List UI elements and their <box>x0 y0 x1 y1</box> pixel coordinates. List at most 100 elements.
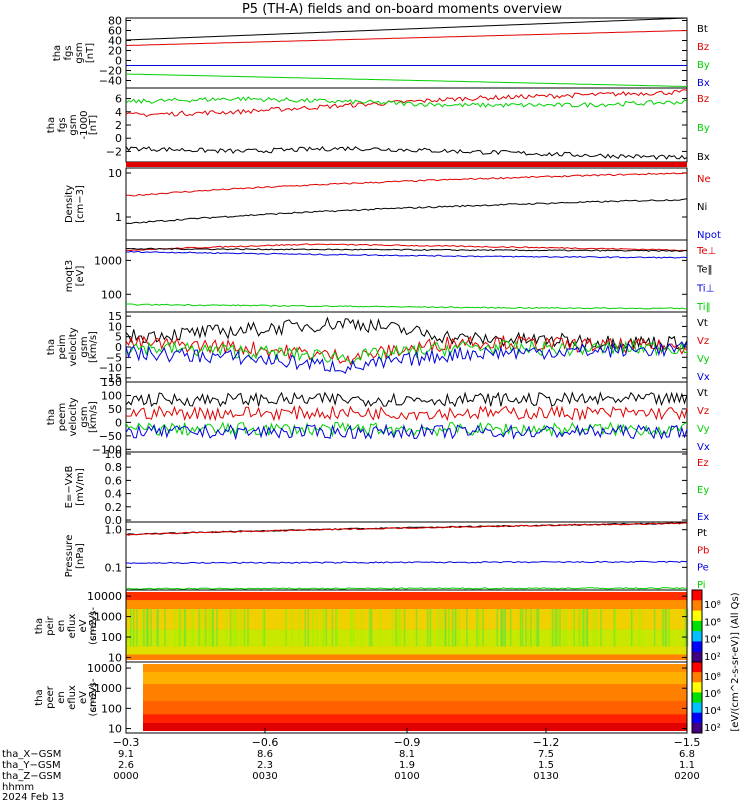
spectrogram-streak <box>212 609 214 647</box>
series-line-Vt <box>125 316 688 350</box>
legend-label: Ni <box>697 202 707 213</box>
hhmm-label: hhmm <box>2 782 34 793</box>
y-tick-label: 0.8 <box>105 461 123 474</box>
panel-axis-label: tha <box>34 618 45 634</box>
panel-axis-label: tha <box>46 117 57 133</box>
x-row-value: 0000 <box>113 771 138 782</box>
panel-axis-label: eV <box>78 691 89 704</box>
colorbar-frame <box>691 661 703 734</box>
panel-axis-label: gsm <box>74 42 85 63</box>
spectrogram-streak <box>198 609 200 647</box>
panel-7: 1.00.80.60.40.20.0 E=−VxB [mV/m] Ez Ey Ex <box>64 448 709 527</box>
colorbar: 10⁸ 10⁶ 10⁴ 10² <box>691 661 721 734</box>
x-tick-label: −0.6 <box>252 736 279 749</box>
legend-label: Pi <box>697 580 706 591</box>
panel-axis-label: [nPa] <box>75 543 86 569</box>
series-line-Vy <box>125 421 688 438</box>
spectrogram-streak <box>638 609 640 647</box>
spectrogram-streak <box>520 609 522 647</box>
panel-frame <box>125 87 688 163</box>
flag-bar <box>126 162 687 167</box>
x-tick-label: −1.2 <box>533 736 560 749</box>
panel-frame <box>125 451 688 523</box>
spectrogram-streak <box>592 609 595 647</box>
panel-axis-label: sr-eV) <box>88 611 99 640</box>
panel-axis-label: E=−VxB <box>64 466 75 509</box>
y-tick-label: 50 <box>108 403 122 416</box>
y-tick-label: 0.0 <box>105 514 123 527</box>
colorbar-segment <box>692 610 702 622</box>
panel-9: 10000 1000 100 10 tha peir en eflux eV (cm2-s-sr-… <box>34 589 689 664</box>
series-line-By <box>125 96 688 108</box>
spectrogram-streak <box>177 609 180 647</box>
x-row-label: tha_Y−GSM <box>2 760 61 771</box>
spectrogram-streak <box>239 609 242 647</box>
x-row-value: 1.1 <box>679 760 695 771</box>
spectrogram-streak <box>552 609 554 647</box>
legend-label: Pb <box>697 545 709 556</box>
panel-axis-label: velocity <box>68 327 79 366</box>
y-tick-label: 100 <box>101 631 122 644</box>
y-tick-label: 2 <box>115 119 122 132</box>
y-tick-label: 1000 <box>94 611 122 624</box>
panel-8: 1.0 0.1 Pressure [nPa] Pt Pb Pe Pi <box>64 521 709 591</box>
spectrogram-streak <box>350 609 353 647</box>
spectrogram-band <box>143 714 687 723</box>
colorbar-tick-label: 10⁶ <box>704 617 721 628</box>
spectrogram-streak <box>209 609 212 647</box>
spectrogram-streak <box>600 609 602 647</box>
y-tick-label: 1000 <box>94 254 122 267</box>
colorbar-segment <box>692 662 702 673</box>
spectrogram-streak <box>521 609 524 647</box>
series-line-Ti⊥ <box>125 250 688 259</box>
spectrogram-streak <box>684 609 687 647</box>
spectrogram-streak <box>559 609 561 647</box>
legend-label: Te⊥ <box>696 246 716 257</box>
colorbar-segment <box>692 682 702 693</box>
y-tick-label: −100 <box>92 443 122 456</box>
spectrogram-streak <box>631 609 633 647</box>
y-tick-label: 0 <box>115 55 122 68</box>
spectrogram-streak <box>415 609 418 647</box>
spectrogram-streak <box>146 609 148 647</box>
y-tick-label: 100 <box>101 702 122 715</box>
spectrogram-streak <box>244 609 246 647</box>
spectrogram-streak <box>653 609 656 647</box>
spectrogram-streak <box>525 609 527 647</box>
spectrogram-streak <box>143 609 145 647</box>
series-line-Te‖ <box>125 247 688 252</box>
spectrogram-streak <box>441 609 443 647</box>
spectrogram-streak <box>500 609 502 647</box>
colorbar-segment <box>692 631 702 642</box>
spectrogram-streak <box>379 609 382 647</box>
spectrogram-streak <box>554 609 557 647</box>
spectrogram-streak <box>614 609 616 647</box>
legend-label: Ez <box>697 458 709 469</box>
series-line-Vx <box>125 341 688 374</box>
panel-frame <box>125 167 688 241</box>
panel-3: 10 1 Density [cm−3] Ne Ni Npot <box>64 167 721 241</box>
y-tick-label: −40 <box>99 75 122 88</box>
colorbar-tick-label: 10⁴ <box>704 706 721 717</box>
x-row-value: 1.5 <box>538 760 554 771</box>
panel-axis-label: peim <box>57 334 68 359</box>
panel-axis-label: [mV/m] <box>75 468 86 506</box>
series-line-Vy <box>125 339 688 365</box>
spectrogram-streak <box>586 609 589 647</box>
panel-axis-label: fgs <box>57 117 68 132</box>
y-tick-label: 0 <box>115 132 122 145</box>
legend-label: Vx <box>697 372 710 383</box>
spectrogram-streak <box>537 609 540 647</box>
y-tick-label: 15 <box>108 310 122 323</box>
spectrogram-streak <box>565 609 568 647</box>
spectrogram-streak <box>391 609 394 647</box>
y-tick-label: 10 <box>108 651 122 664</box>
spectrogram-streak <box>396 609 399 647</box>
y-tick-label: 0.4 <box>105 488 123 501</box>
x-tick-label: −0.9 <box>394 736 421 749</box>
spectrogram-streak <box>466 609 468 647</box>
series-line-Bx <box>125 145 688 161</box>
